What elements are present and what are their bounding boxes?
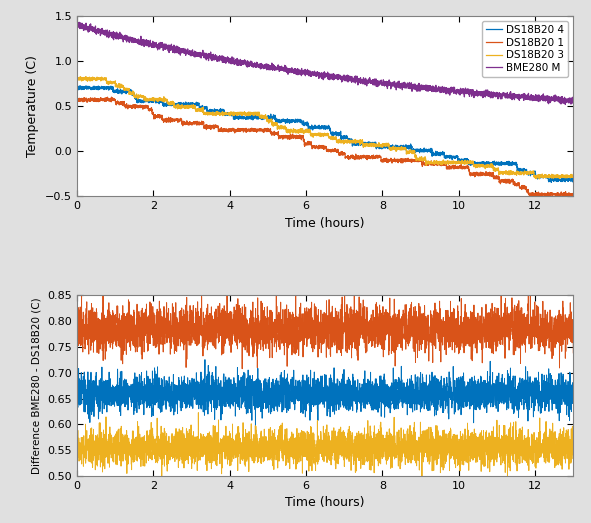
BME280 M — [282, 69, 289, 75]
Y-axis label: Temperature (C): Temperature (C) — [27, 55, 40, 157]
DS18B20 3 — [82, 73, 89, 79]
DS18B20 1 — [108, 94, 115, 100]
DS18B20 3 — [282, 124, 289, 131]
BME280 M — [530, 94, 537, 100]
DS18B20 4 — [434, 150, 441, 156]
BME280 M — [73, 21, 80, 27]
DS18B20 4 — [548, 179, 555, 186]
DS18B20 4 — [73, 85, 80, 92]
BME280 M — [570, 97, 577, 103]
DS18B20 4 — [286, 117, 293, 123]
DS18B20 4 — [530, 170, 537, 177]
DS18B20 1 — [73, 97, 80, 103]
BME280 M — [309, 71, 316, 77]
DS18B20 3 — [309, 131, 316, 138]
DS18B20 3 — [286, 130, 293, 136]
BME280 M — [554, 95, 561, 101]
Line: DS18B20 3: DS18B20 3 — [77, 76, 573, 179]
X-axis label: Time (hours): Time (hours) — [285, 496, 365, 509]
Y-axis label: Difference BME280 - DS18B20 (C): Difference BME280 - DS18B20 (C) — [32, 298, 41, 474]
DS18B20 3 — [555, 174, 562, 180]
DS18B20 3 — [530, 168, 537, 174]
Line: DS18B20 4: DS18B20 4 — [77, 86, 573, 183]
DS18B20 4 — [555, 177, 562, 184]
BME280 M — [562, 101, 569, 108]
DS18B20 4 — [309, 124, 316, 131]
DS18B20 3 — [73, 76, 80, 82]
BME280 M — [286, 65, 293, 72]
DS18B20 1 — [555, 191, 562, 197]
DS18B20 4 — [282, 120, 289, 127]
DS18B20 1 — [530, 190, 537, 196]
DS18B20 3 — [535, 176, 543, 182]
Line: BME280 M: BME280 M — [77, 22, 573, 105]
X-axis label: Time (hours): Time (hours) — [285, 217, 365, 230]
DS18B20 1 — [545, 194, 553, 200]
DS18B20 1 — [434, 162, 441, 168]
DS18B20 1 — [309, 144, 316, 151]
DS18B20 4 — [570, 177, 577, 183]
DS18B20 1 — [286, 134, 293, 140]
DS18B20 1 — [570, 191, 577, 198]
BME280 M — [76, 19, 83, 26]
DS18B20 3 — [570, 174, 577, 180]
DS18B20 4 — [83, 83, 90, 89]
DS18B20 3 — [434, 160, 441, 166]
DS18B20 1 — [282, 133, 289, 140]
Legend: DS18B20 4, DS18B20 1, DS18B20 3, BME280 M: DS18B20 4, DS18B20 1, DS18B20 3, BME280 … — [482, 21, 568, 77]
BME280 M — [434, 87, 441, 93]
Line: DS18B20 1: DS18B20 1 — [77, 97, 573, 197]
